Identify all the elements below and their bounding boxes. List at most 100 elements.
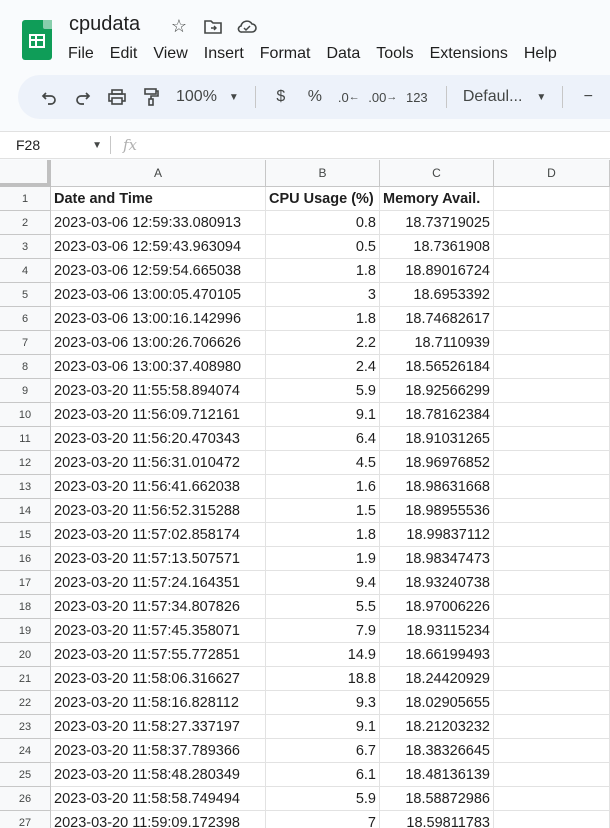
row-number[interactable]: 24 [0,739,51,763]
cell-memory-avail[interactable]: 18.48136139 [380,763,494,787]
row-number[interactable]: 8 [0,355,51,379]
cell-cpu-usage[interactable]: 9.1 [266,403,380,427]
cell-empty[interactable] [494,523,610,547]
cell-date-time[interactable]: 2023-03-06 13:00:05.470105 [51,283,266,307]
cell-date-time[interactable]: 2023-03-20 11:56:20.470343 [51,427,266,451]
zoom-select[interactable]: 100% ▼ [170,88,245,106]
column-header-a[interactable]: A [51,160,266,187]
cell-empty[interactable] [494,499,610,523]
cell-empty[interactable] [494,451,610,475]
menu-edit[interactable]: Edit [109,45,138,62]
cell-cpu-usage[interactable]: 5.9 [266,379,380,403]
cell-memory-avail[interactable]: 18.58872986 [380,787,494,811]
cell-cpu-usage[interactable]: 2.2 [266,331,380,355]
cell-memory-avail[interactable]: 18.74682617 [380,307,494,331]
sheet-grid[interactable]: A B C D 1 Date and Time CPU Usage (%) Me… [0,160,610,828]
select-all-corner[interactable] [0,160,51,187]
cell-memory-avail[interactable]: 18.7361908 [380,235,494,259]
row-number[interactable]: 11 [0,427,51,451]
redo-icon[interactable] [68,83,98,111]
cell-date-time[interactable]: 2023-03-20 11:56:52.315288 [51,499,266,523]
print-icon[interactable] [102,83,132,111]
cell-empty[interactable] [494,811,610,828]
cell-memory-avail[interactable]: 18.24420929 [380,667,494,691]
row-number[interactable]: 17 [0,571,51,595]
cell-memory-avail[interactable]: 18.97006226 [380,595,494,619]
move-to-folder-icon[interactable] [202,15,224,37]
cell-memory-avail[interactable]: 18.93240738 [380,571,494,595]
percent-format-button[interactable]: % [307,88,322,105]
cell-date-time[interactable]: 2023-03-20 11:56:09.712161 [51,403,266,427]
cell-cpu-usage[interactable]: 1.5 [266,499,380,523]
cell-cpu-usage[interactable]: 2.4 [266,355,380,379]
header-cell-c[interactable]: Memory Avail. [380,187,494,211]
row-number[interactable]: 16 [0,547,51,571]
cell-cpu-usage[interactable]: 1.8 [266,307,380,331]
decrease-decimal-button[interactable]: .0 ← [337,89,360,105]
header-cell-b[interactable]: CPU Usage (%) [266,187,380,211]
paint-format-icon[interactable] [136,83,166,111]
cell-memory-avail[interactable]: 18.91031265 [380,427,494,451]
cell-memory-avail[interactable]: 18.6953392 [380,283,494,307]
name-box[interactable]: F28 ▼ [0,137,110,153]
cell-memory-avail[interactable]: 18.98955536 [380,499,494,523]
cell-date-time[interactable]: 2023-03-20 11:58:37.789366 [51,739,266,763]
cell-date-time[interactable]: 2023-03-20 11:57:13.507571 [51,547,266,571]
cell-memory-avail[interactable]: 18.66199493 [380,643,494,667]
row-number[interactable]: 19 [0,619,51,643]
row-number[interactable]: 27 [0,811,51,828]
cell-date-time[interactable]: 2023-03-20 11:58:58.749494 [51,787,266,811]
cell-memory-avail[interactable]: 18.93115234 [380,619,494,643]
decrease-font-size-button[interactable]: − [583,88,593,105]
row-number[interactable]: 14 [0,499,51,523]
column-header-b[interactable]: B [266,160,380,187]
cell-cpu-usage[interactable]: 6.1 [266,763,380,787]
cell-cpu-usage[interactable]: 7 [266,811,380,828]
cell-date-time[interactable]: 2023-03-20 11:56:41.662038 [51,475,266,499]
cell-cpu-usage[interactable]: 0.8 [266,211,380,235]
cell-memory-avail[interactable]: 18.56526184 [380,355,494,379]
cell-empty[interactable] [494,547,610,571]
cell-cpu-usage[interactable]: 1.9 [266,547,380,571]
cell-date-time[interactable]: 2023-03-20 11:57:24.164351 [51,571,266,595]
header-cell-d[interactable] [494,187,610,211]
undo-icon[interactable] [34,83,64,111]
cell-empty[interactable] [494,595,610,619]
cell-empty[interactable] [494,619,610,643]
cell-empty[interactable] [494,283,610,307]
cell-date-time[interactable]: 2023-03-20 11:58:48.280349 [51,763,266,787]
row-number[interactable]: 9 [0,379,51,403]
row-number[interactable]: 26 [0,787,51,811]
cell-empty[interactable] [494,331,610,355]
cell-empty[interactable] [494,259,610,283]
cell-cpu-usage[interactable]: 14.9 [266,643,380,667]
cell-cpu-usage[interactable]: 9.4 [266,571,380,595]
cell-memory-avail[interactable]: 18.59811783 [380,811,494,828]
cell-cpu-usage[interactable]: 9.1 [266,715,380,739]
cell-memory-avail[interactable]: 18.92566299 [380,379,494,403]
more-formats-button[interactable]: 123 [405,89,428,105]
cell-date-time[interactable]: 2023-03-06 13:00:16.142996 [51,307,266,331]
cell-cpu-usage[interactable]: 5.5 [266,595,380,619]
cloud-status-icon[interactable] [236,15,258,37]
cell-memory-avail[interactable]: 18.99837112 [380,523,494,547]
row-number[interactable]: 13 [0,475,51,499]
menu-insert[interactable]: Insert [203,45,244,62]
cell-date-time[interactable]: 2023-03-20 11:55:58.894074 [51,379,266,403]
cell-cpu-usage[interactable]: 6.4 [266,427,380,451]
cell-cpu-usage[interactable]: 3 [266,283,380,307]
menu-data[interactable]: Data [326,45,361,62]
cell-cpu-usage[interactable]: 1.6 [266,475,380,499]
row-number[interactable]: 15 [0,523,51,547]
cell-cpu-usage[interactable]: 7.9 [266,619,380,643]
cell-memory-avail[interactable]: 18.78162384 [380,403,494,427]
row-number[interactable]: 2 [0,211,51,235]
cell-empty[interactable] [494,307,610,331]
cell-date-time[interactable]: 2023-03-20 11:57:55.772851 [51,643,266,667]
cell-cpu-usage[interactable]: 5.9 [266,787,380,811]
cell-cpu-usage[interactable]: 4.5 [266,451,380,475]
menu-view[interactable]: View [153,45,188,62]
row-number[interactable]: 10 [0,403,51,427]
menu-file[interactable]: File [68,45,94,62]
row-number[interactable]: 3 [0,235,51,259]
